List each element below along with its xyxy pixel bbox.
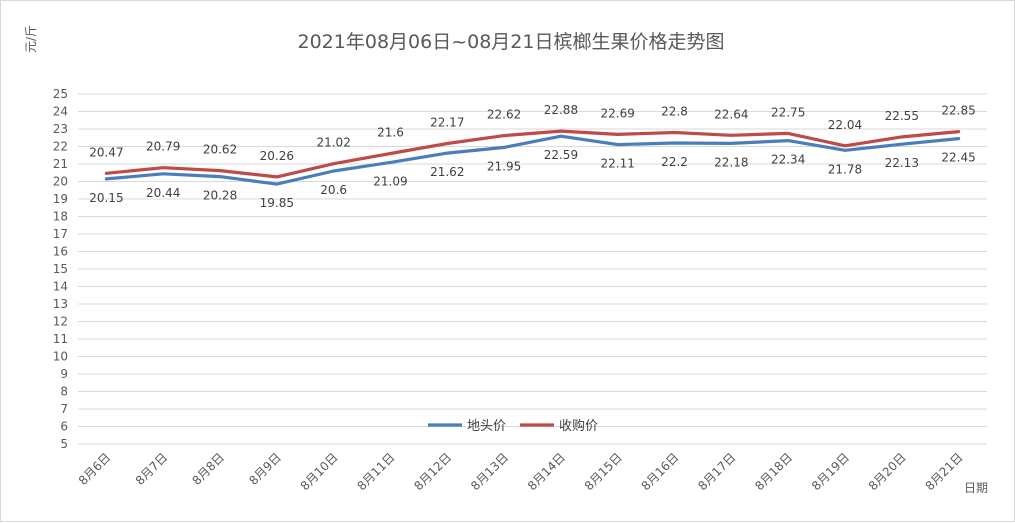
data-label: 20.6: [320, 183, 347, 197]
y-tick-label: 17: [53, 227, 68, 241]
data-label: 20.44: [146, 186, 180, 200]
data-label: 21.09: [373, 174, 407, 188]
data-label: 22.34: [771, 153, 805, 167]
x-tick-label: 8月10日: [298, 450, 341, 493]
data-label: 22.11: [601, 157, 635, 171]
data-label: 22.64: [714, 107, 748, 121]
y-tick-label: 10: [53, 350, 68, 364]
data-label: 20.28: [203, 189, 237, 203]
y-tick-label: 18: [53, 210, 68, 224]
data-label: 20.79: [146, 140, 180, 154]
data-label: 20.47: [89, 145, 123, 159]
x-tick-label: 8月12日: [411, 450, 454, 493]
legend: 地头价 收购价: [428, 418, 598, 434]
x-tick-label: 8月7日: [133, 450, 171, 488]
data-label: 22.45: [941, 151, 975, 165]
data-label: 21.78: [828, 162, 862, 176]
legend-label: 地头价: [467, 419, 506, 434]
y-tick-label: 25: [53, 87, 68, 101]
y-tick-labels: 5 6 7 8 9 10 11 12 13 14 15 16 17 18 19 20 21 22 23 24 25: [53, 87, 68, 451]
data-label: 22.69: [601, 106, 635, 120]
y-tick-label: 20: [53, 175, 68, 189]
data-label: 22.85: [941, 104, 975, 118]
data-label: 22.75: [771, 105, 805, 119]
x-tick-label: 8月17日: [695, 450, 738, 493]
data-label: 22.2: [661, 155, 688, 169]
x-tick-label: 8月15日: [582, 450, 625, 493]
data-label: 22.17: [430, 116, 464, 130]
x-tick-label: 8月8日: [189, 450, 227, 488]
data-label: 20.26: [260, 149, 294, 163]
data-label: 20.62: [203, 143, 237, 157]
data-label: 21.6: [377, 126, 404, 140]
y-tick-label: 5: [60, 437, 68, 451]
x-tick-label: 8月21日: [923, 450, 966, 493]
y-tick-label: 19: [53, 192, 68, 206]
y-tick-label: 16: [53, 245, 68, 259]
series-line-shougoujia: [104, 129, 961, 179]
data-label: 21.95: [487, 159, 521, 173]
data-label: 22.04: [828, 118, 862, 132]
x-tick-label: 8月11日: [355, 450, 398, 493]
data-label: 19.85: [260, 196, 294, 210]
x-tick-label: 8月6日: [76, 450, 114, 488]
data-label: 22.62: [487, 108, 521, 122]
y-tick-label: 23: [53, 122, 68, 136]
chart-title: 2021年08月06日~08月21日槟榔生果价格走势图: [298, 31, 725, 53]
data-labels: 20.15 20.44 20.28 19.85 20.6 21.09 21.62 21.95 2…: [89, 103, 976, 210]
x-tick-label: 8月13日: [468, 450, 511, 493]
x-tick-label: 8月20日: [866, 450, 909, 493]
data-label: 21.02: [316, 136, 350, 150]
y-tick-label: 8: [60, 385, 68, 399]
data-label: 22.59: [544, 148, 578, 162]
data-label: 20.15: [89, 191, 123, 205]
y-tick-label: 11: [53, 332, 68, 346]
x-tick-label: 8月18日: [752, 450, 795, 493]
data-label: 22.88: [544, 103, 578, 117]
y-axis-label: 元/斤: [24, 25, 38, 53]
data-label: 22.13: [885, 156, 919, 170]
x-tick-label: 8月14日: [525, 450, 568, 493]
y-tick-label: 15: [53, 262, 68, 276]
series-line-ditoujia: [104, 134, 961, 186]
x-tick-label: 8月19日: [809, 450, 852, 493]
x-tick-labels: 8月6日 8月7日 8月8日 8月9日 8月10日 8月11日 8月12日 8月13日 8月14…: [76, 450, 966, 493]
data-label: 22.55: [885, 109, 919, 123]
series-lines: [104, 129, 961, 186]
y-tick-label: 14: [53, 280, 68, 294]
y-tick-label: 22: [53, 140, 68, 154]
y-tick-label: 21: [53, 157, 68, 171]
y-tick-label: 7: [60, 402, 68, 416]
y-tick-label: 6: [60, 420, 68, 434]
y-tick-label: 13: [53, 297, 68, 311]
data-label: 22.8: [661, 105, 688, 119]
x-tick-label: 8月16日: [639, 450, 682, 493]
data-label: 22.18: [714, 155, 748, 169]
legend-label: 收购价: [559, 418, 598, 434]
y-tick-label: 9: [60, 367, 68, 381]
gridlines: [78, 93, 987, 445]
data-label: 21.62: [430, 165, 464, 179]
y-tick-label: 24: [53, 105, 68, 119]
y-tick-label: 12: [53, 315, 68, 329]
x-axis-label: 日期: [964, 481, 988, 495]
x-tick-label: 8月9日: [246, 450, 284, 488]
